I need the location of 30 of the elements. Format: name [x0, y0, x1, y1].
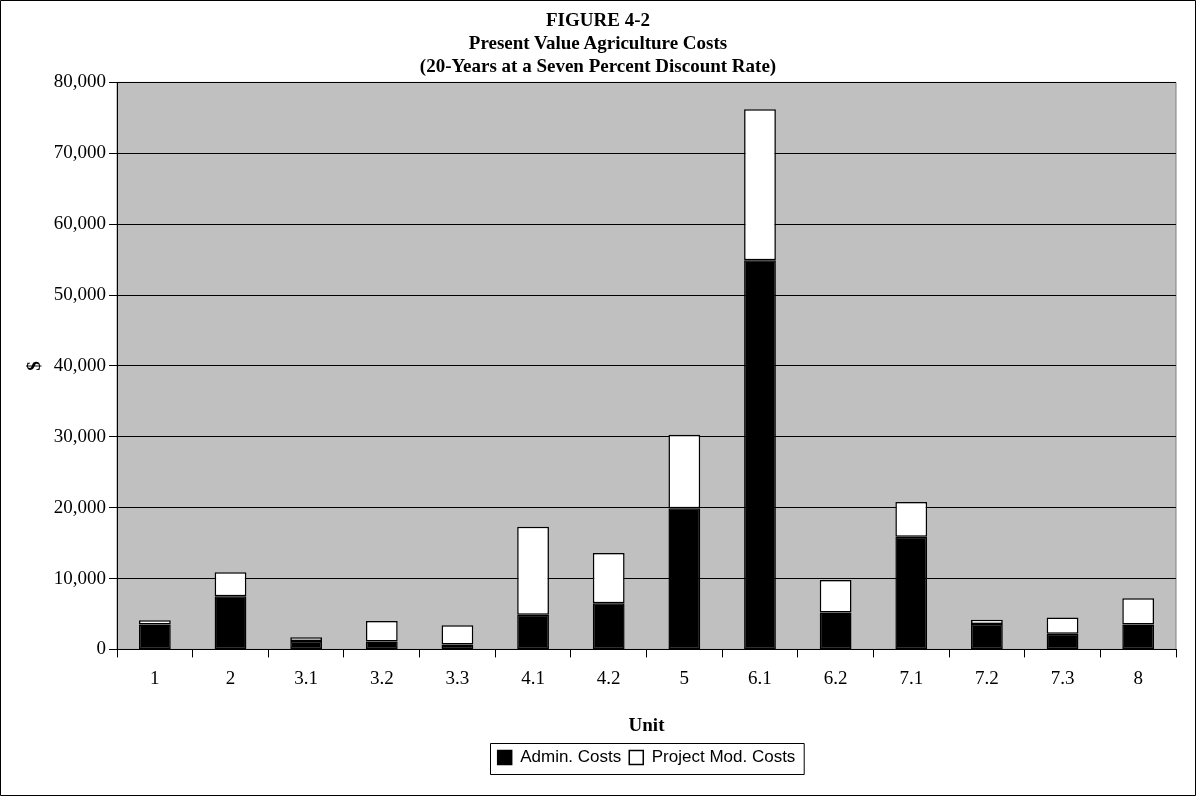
y-tick-label: 10,000 — [53, 566, 107, 588]
x-tick-label: 7.3 — [1050, 666, 1075, 688]
x-tick-label: 4.1 — [521, 666, 545, 688]
x-tick-label: 4.2 — [596, 666, 621, 688]
x-tick-label: 6.2 — [823, 666, 848, 688]
x-tick-label: 1 — [150, 666, 160, 688]
x-tick-label: 3.3 — [445, 666, 470, 688]
x-tick-label: 7.1 — [899, 666, 924, 688]
x-tick-label: 8 — [1133, 666, 1143, 688]
legend-label: Admin. Costs — [520, 747, 622, 767]
y-tick-label: 60,000 — [53, 212, 107, 234]
y-tick-label: 50,000 — [53, 283, 107, 305]
y-tick-label: 0 — [96, 637, 107, 659]
text: Present Value Agriculture Costs — [468, 32, 728, 54]
x-tick-label: 7.2 — [975, 666, 999, 688]
text: (20-Years at a Seven Percent Discount Rate) — [419, 54, 777, 76]
y-tick-label: 30,000 — [53, 424, 107, 446]
y-tick-label: 40,000 — [53, 353, 107, 375]
x-tick-label: 3.2 — [369, 666, 394, 688]
text: FIGURE 4-2 — [546, 9, 650, 31]
x-tick-label: 6.1 — [748, 666, 772, 688]
x-tick-label: 5 — [679, 666, 690, 688]
legend-label: Project Mod. Costs — [651, 747, 796, 767]
y-axis-title: $ — [23, 361, 45, 371]
x-tick-label: 2 — [225, 666, 236, 688]
y-tick-label: 20,000 — [53, 495, 107, 517]
y-tick-label: 70,000 — [53, 141, 107, 163]
y-tick-label: 80,000 — [53, 70, 107, 92]
x-axis-title: Unit — [628, 713, 666, 735]
x-tick-label: 3.1 — [294, 666, 319, 688]
